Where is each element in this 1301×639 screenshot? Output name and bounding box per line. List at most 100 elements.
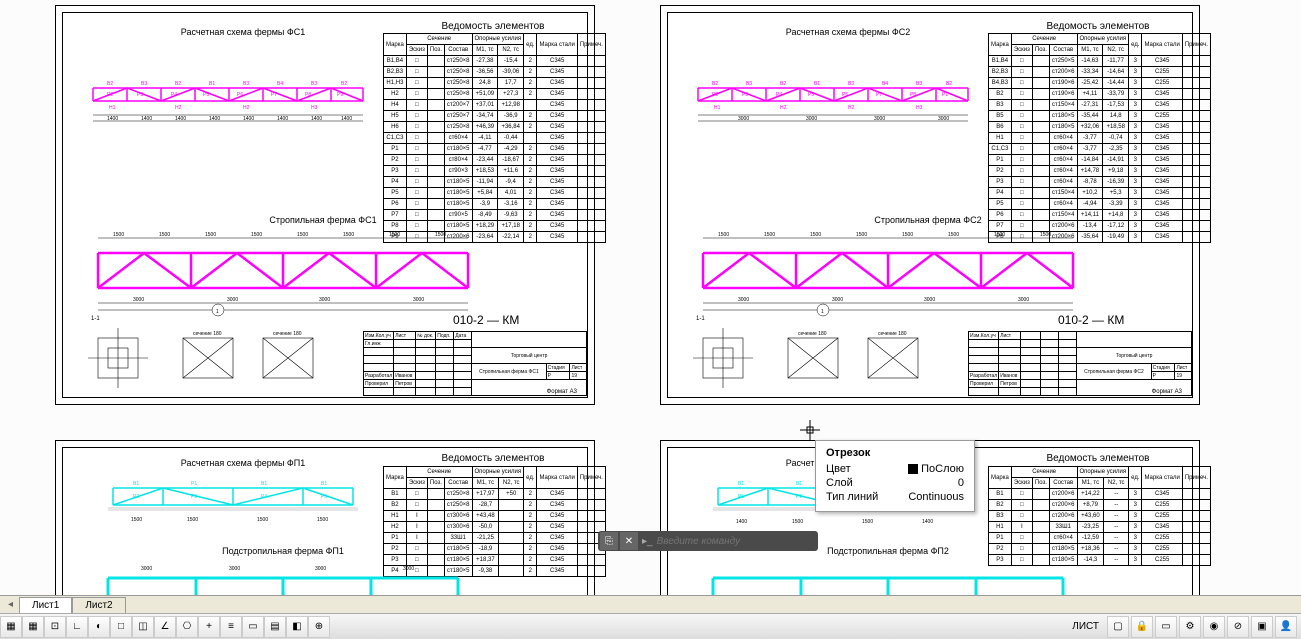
- svg-text:1400: 1400: [277, 116, 288, 122]
- status-space-label[interactable]: ЛИСТ: [1066, 621, 1105, 632]
- svg-text:1500: 1500: [948, 232, 959, 238]
- table-row: Р2□ст60×4+14,78+9,183С345: [989, 166, 1211, 177]
- status-workspace-button[interactable]: ⚙: [1179, 616, 1201, 638]
- svg-text:В3: В3: [243, 81, 249, 87]
- table-row: Н1□ст60×4-3,77-0,743С345: [989, 133, 1211, 144]
- svg-text:3000: 3000: [738, 116, 749, 122]
- fc2-table-title: Ведомость элементов: [1018, 21, 1178, 32]
- status-clean-button[interactable]: ▣: [1251, 616, 1273, 638]
- status-bar: ▦ ▦ ⊡ ∟ ◐ □ ◫ ∠ ⎔ + ≡ ▭ ▤ ◧ ⊕ ЛИСТ ▢ 🔒 ▭…: [0, 613, 1301, 639]
- fc2-calc-truss: В2В3В2В1В3В4В3В2 Р2Р3Р4Р5Р6Р7Р8Р1 Н1Н2Н2…: [688, 43, 978, 123]
- svg-text:Р1: Р1: [942, 92, 948, 98]
- status-grid-button[interactable]: ▦: [22, 616, 44, 638]
- fp2-table-title: Ведомость элементов: [1018, 453, 1178, 464]
- status-snap-button[interactable]: ⊡: [44, 616, 66, 638]
- tab-scroll-left-icon[interactable]: ◂: [8, 599, 13, 610]
- svg-text:Н1: Н1: [109, 105, 116, 111]
- svg-text:Р6: Р6: [842, 92, 848, 98]
- cmd-close-button[interactable]: ✕: [620, 532, 638, 550]
- svg-text:Н2: Н2: [243, 105, 250, 111]
- fp2-table: МаркаСечениеОпорные усилияед.Марка стали…: [988, 466, 1211, 566]
- svg-text:1500: 1500: [113, 232, 124, 238]
- status-person-icon[interactable]: 👤: [1275, 616, 1297, 638]
- svg-text:1400: 1400: [243, 116, 254, 122]
- status-ortho-button[interactable]: ∟: [66, 616, 88, 638]
- svg-text:Р7: Р7: [876, 92, 882, 98]
- status-am-button[interactable]: ⊕: [308, 616, 330, 638]
- svg-text:В1: В1: [738, 481, 744, 487]
- table-row: В2□ст190×6+4,11-33,793С345: [989, 89, 1211, 100]
- status-otrack-button[interactable]: ∠: [154, 616, 176, 638]
- status-hardware-button[interactable]: ◉: [1203, 616, 1225, 638]
- svg-text:Р2: Р2: [107, 92, 113, 98]
- fp1-struct-truss: 3000300030003000: [93, 558, 473, 595]
- fc1-drawing-code: 010-2 — КМ: [453, 313, 573, 327]
- svg-text:Р1: Р1: [191, 481, 197, 487]
- svg-text:Н1: Н1: [714, 105, 721, 111]
- cmd-recent-button[interactable]: ⎘: [600, 532, 618, 550]
- svg-text:Р4: Р4: [776, 92, 782, 98]
- fc2-detail: сечение 180сечение 180: [688, 323, 968, 403]
- svg-text:Н3: Н3: [916, 105, 923, 111]
- table-row: В3□ст150×4-27,31-17,533С345: [989, 100, 1211, 111]
- tab-sheet1[interactable]: Лист1: [19, 597, 72, 613]
- table-row: Р1Ⅰ33Ш1-21,252С345: [384, 533, 606, 544]
- table-row: В6□ст180×5+32,06+18,583С345: [989, 122, 1211, 133]
- command-input[interactable]: [657, 536, 818, 547]
- layout-tabs: ◂ Лист1 Лист2: [0, 595, 1301, 613]
- svg-text:1500: 1500: [792, 519, 803, 525]
- status-polar-button[interactable]: ◐: [88, 616, 110, 638]
- fc1-table: МаркаСечениеОпорные усилияед.Марка стали…: [383, 33, 606, 243]
- svg-text:3000: 3000: [413, 297, 424, 303]
- svg-text:1400: 1400: [107, 116, 118, 122]
- table-row: Р1□ст180×5-4,77-4,292С345: [384, 144, 606, 155]
- status-osnap-button[interactable]: □: [110, 616, 132, 638]
- svg-text:1400: 1400: [922, 519, 933, 525]
- table-row: Р2□ст180×5+18,36--3С255: [989, 544, 1211, 555]
- svg-text:В2: В2: [175, 81, 181, 87]
- chevron-right-icon: ▸_: [642, 536, 653, 547]
- status-tpy-button[interactable]: ▭: [242, 616, 264, 638]
- status-maximize-button[interactable]: ▢: [1107, 616, 1129, 638]
- svg-text:1500: 1500: [856, 232, 867, 238]
- status-sc-button[interactable]: ◧: [286, 616, 308, 638]
- svg-text:1500: 1500: [343, 232, 354, 238]
- svg-text:В2: В2: [780, 81, 786, 87]
- svg-text:1500: 1500: [131, 517, 142, 523]
- svg-text:1: 1: [216, 309, 219, 315]
- drawing-canvas[interactable]: Расчетная схема фермы ФС1 В2В3В2В1В3В4В3…: [0, 0, 1301, 595]
- status-model-button[interactable]: ▦: [0, 616, 22, 638]
- svg-text:Р2: Р2: [796, 494, 802, 500]
- status-dyn-button[interactable]: +: [198, 616, 220, 638]
- table-row: В1□ст250×8+17,97+502С345: [384, 489, 606, 500]
- table-row: Р1□ст60×4-12,59--3С255: [989, 533, 1211, 544]
- status-3dosnap-button[interactable]: ◫: [132, 616, 154, 638]
- command-bar[interactable]: ⎘ ✕ ▸_: [598, 531, 818, 551]
- sheet-fc1: Расчетная схема фермы ФС1 В2В3В2В1В3В4В3…: [55, 5, 595, 405]
- table-row: В5□ст180×5-35,4414,83С255: [989, 111, 1211, 122]
- tab-sheet2[interactable]: Лист2: [72, 597, 125, 613]
- svg-text:В2: В2: [107, 81, 113, 87]
- svg-text:Р2: Р2: [712, 92, 718, 98]
- svg-text:Р1: Р1: [738, 494, 744, 500]
- status-isolate-button[interactable]: ⊘: [1227, 616, 1249, 638]
- svg-text:1500: 1500: [297, 232, 308, 238]
- svg-text:1400: 1400: [736, 519, 747, 525]
- svg-text:3000: 3000: [938, 116, 949, 122]
- svg-text:3000: 3000: [319, 297, 330, 303]
- table-row: С1,С3□ст60×4-3,77-2,353С345: [989, 144, 1211, 155]
- fc2-format: Формат A3: [1152, 389, 1182, 395]
- svg-text:Н2: Н2: [780, 105, 787, 111]
- svg-text:1500: 1500: [1040, 232, 1051, 238]
- status-ducs-button[interactable]: ⎔: [176, 616, 198, 638]
- table-row: Н6□ст250×8+46,39+36,842С345: [384, 122, 606, 133]
- color-swatch-icon: [908, 464, 918, 474]
- table-row: С1,С3□ст60×4-4,11-0,44С345: [384, 133, 606, 144]
- table-row: Н4□ст200×7+37,01+12,98С345: [384, 100, 606, 111]
- status-qp-button[interactable]: ▤: [264, 616, 286, 638]
- status-annotation-button[interactable]: ▭: [1155, 616, 1177, 638]
- status-lwt-button[interactable]: ≡: [220, 616, 242, 638]
- status-lock-button[interactable]: 🔒: [1131, 616, 1153, 638]
- svg-text:В4: В4: [277, 81, 283, 87]
- fc2-struct-title: Стропильная ферма ФС2: [828, 215, 1028, 225]
